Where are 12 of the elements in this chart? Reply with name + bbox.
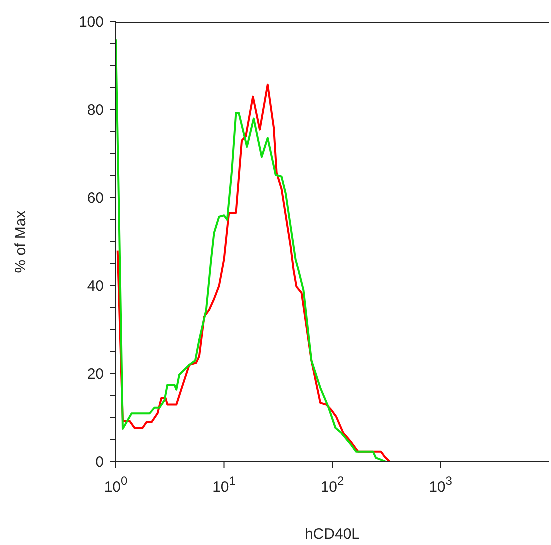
y-tick-label: 20 [87, 366, 104, 383]
y-tick-label: 60 [87, 190, 104, 207]
x-tick-label: 10$^{2}$ [320, 474, 344, 496]
x-tick-label: 10$^{1}$ [212, 474, 236, 496]
x-tick-label: 10$^{3}$ [429, 474, 453, 496]
y-axis-title: % of Max [12, 210, 30, 274]
x-tick-label: 10$^{0}$ [104, 474, 128, 496]
y-tick-label: 100 [78, 14, 104, 31]
y-tick-label: 0 [96, 454, 104, 471]
x-axis-title: hCD40L [304, 526, 360, 543]
y-tick-label: 40 [87, 278, 104, 295]
y-tick-label: 80 [87, 102, 104, 119]
